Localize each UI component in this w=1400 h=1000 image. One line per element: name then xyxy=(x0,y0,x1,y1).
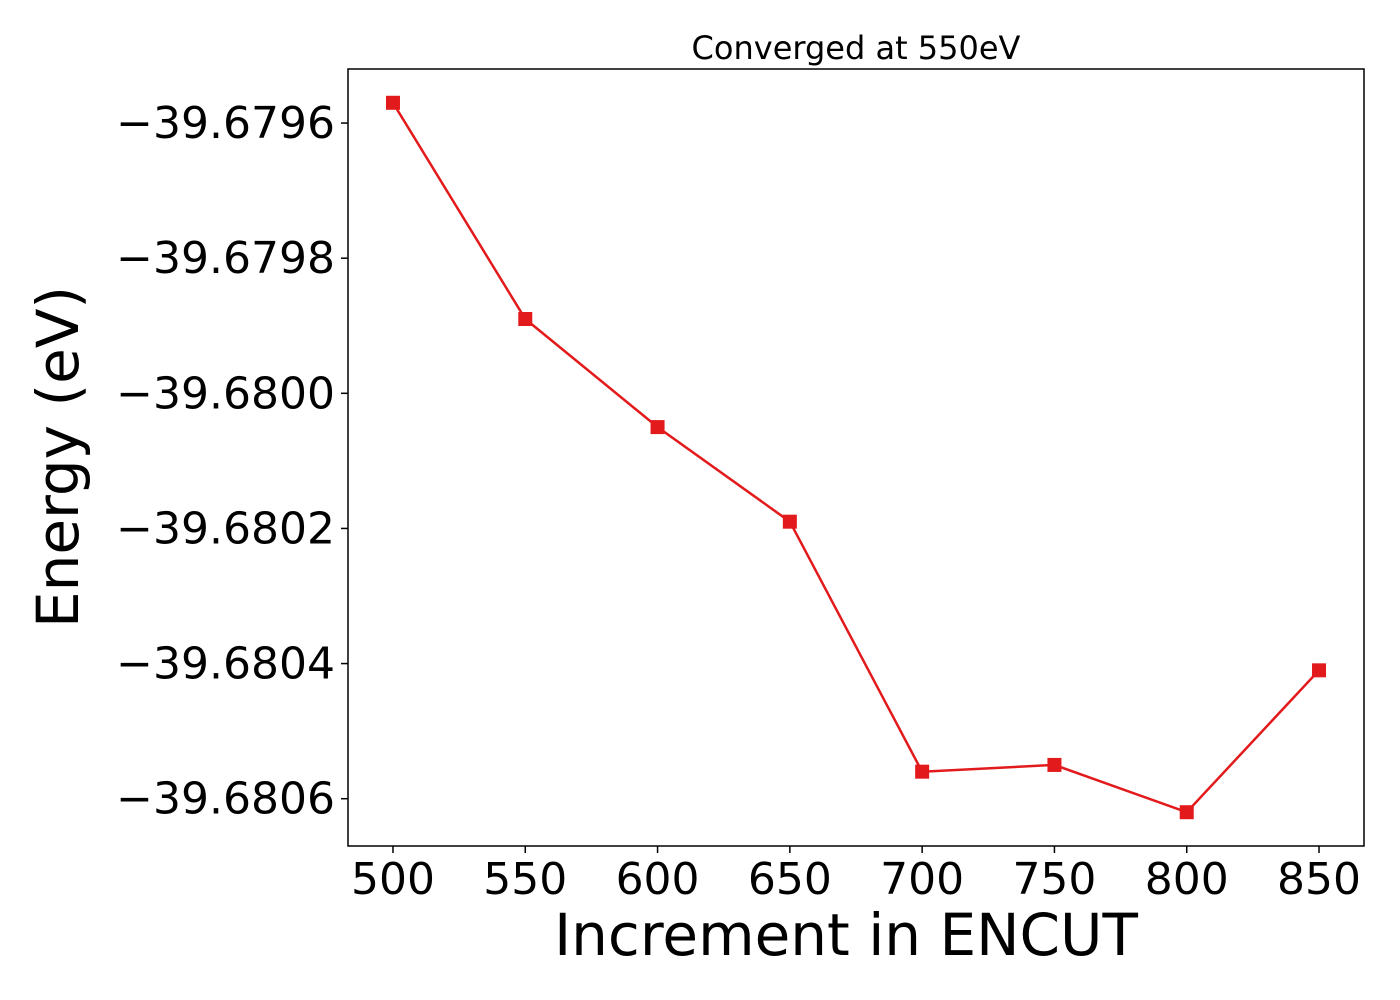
data-point xyxy=(1047,757,1062,772)
data-point xyxy=(915,764,930,779)
x-axis-ticks: 500 550 600 650 700 750 800 850 xyxy=(351,846,1361,905)
x-tick-label: 800 xyxy=(1145,854,1229,905)
data-point xyxy=(782,514,797,529)
chart-title: Converged at 550eV xyxy=(692,29,1021,67)
data-point xyxy=(1312,663,1327,678)
data-point xyxy=(385,95,400,110)
y-tick-label: −39.6806 xyxy=(116,774,335,825)
y-tick-label: −39.6804 xyxy=(116,639,335,690)
data-point xyxy=(518,311,533,326)
series-layer xyxy=(385,95,1327,820)
data-point xyxy=(1179,805,1194,820)
y-axis-label: Energy (eV) xyxy=(24,286,92,628)
y-tick-label: −39.6800 xyxy=(116,368,335,419)
y-tick-label: −39.6802 xyxy=(116,503,335,554)
series-line xyxy=(391,102,1320,814)
y-axis-ticks: −39.6796 −39.6798 −39.6800 −39.6802 −39.6804… xyxy=(116,98,348,825)
x-tick-label: 700 xyxy=(880,854,964,905)
x-tick-label: 500 xyxy=(351,854,435,905)
x-tick-label: 850 xyxy=(1277,854,1361,905)
data-point xyxy=(650,420,665,435)
x-tick-label: 600 xyxy=(616,854,700,905)
y-tick-label: −39.6796 xyxy=(116,98,335,149)
x-tick-label: 650 xyxy=(748,854,832,905)
x-tick-label: 750 xyxy=(1012,854,1096,905)
x-axis-label: Increment in ENCUT xyxy=(554,901,1138,969)
plot-area-frame xyxy=(347,68,1365,847)
x-tick-label: 550 xyxy=(483,854,567,905)
y-tick-label: −39.6798 xyxy=(116,233,335,284)
